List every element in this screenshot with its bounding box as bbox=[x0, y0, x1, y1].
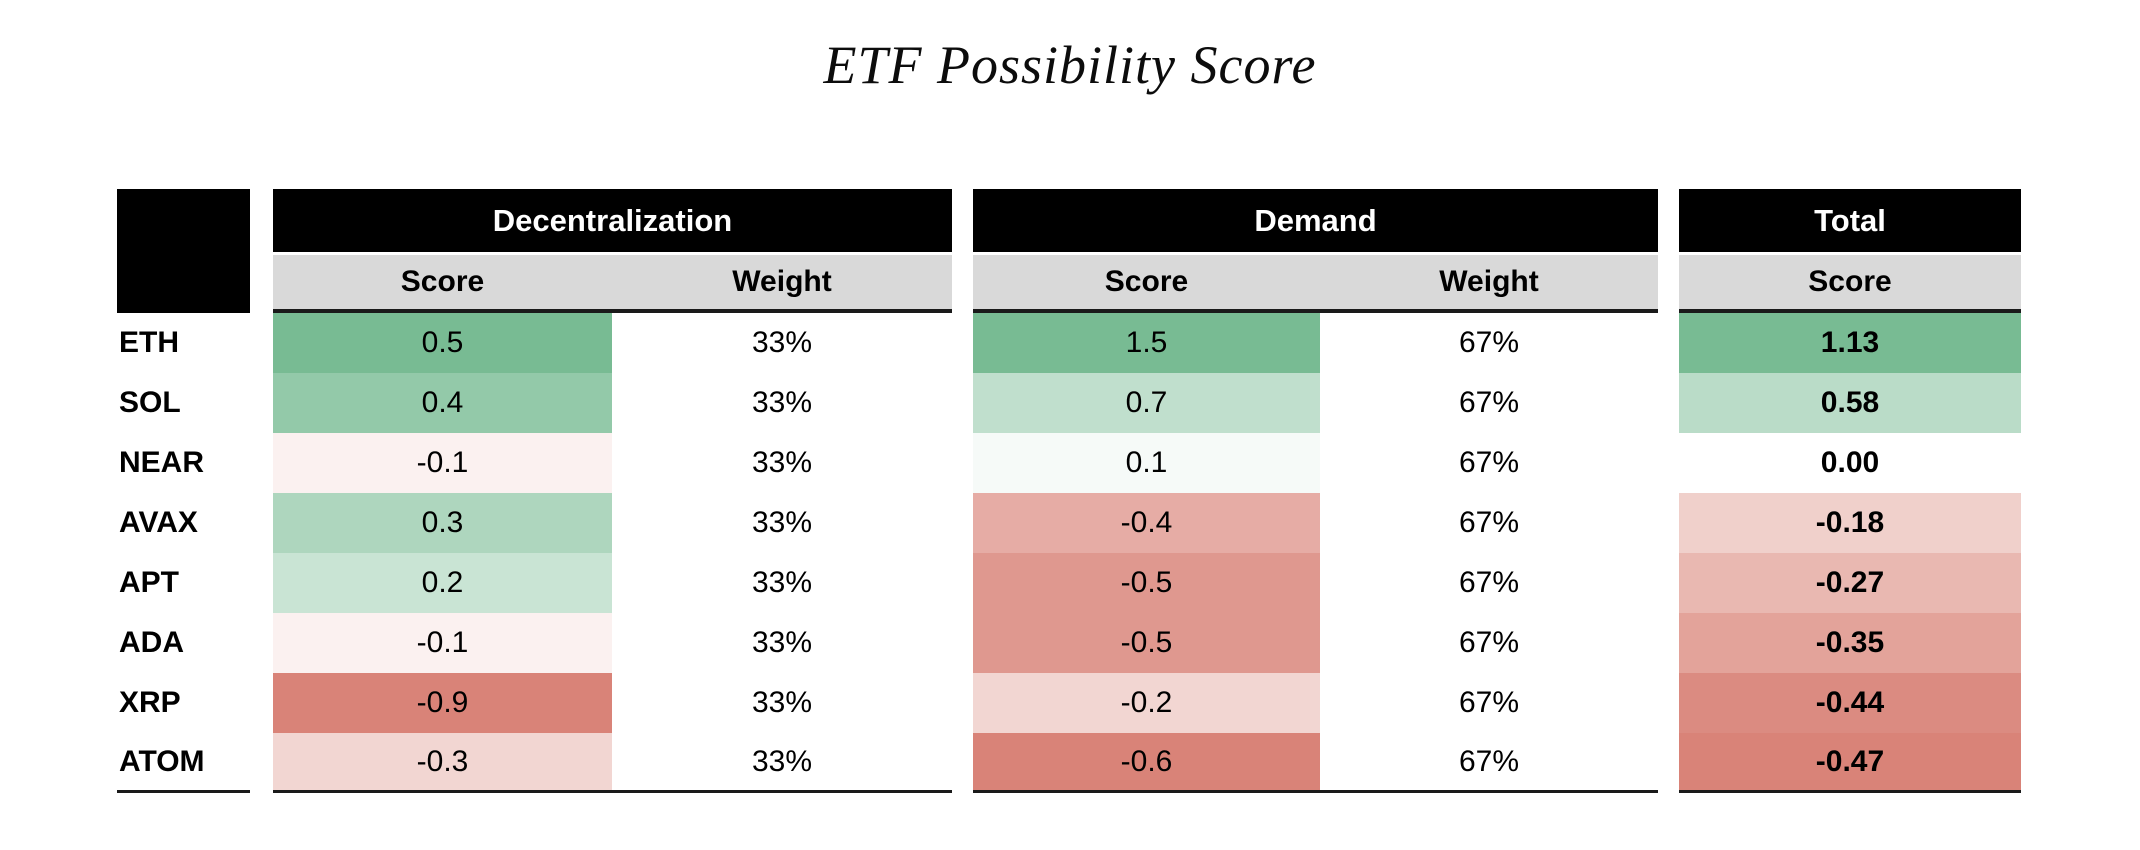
demand-score-cell: 1.5 bbox=[973, 313, 1320, 373]
ticker-cell: ATOM bbox=[117, 733, 250, 793]
decentralization-weight-cell: 33% bbox=[612, 553, 952, 613]
total-score-cell: -0.18 bbox=[1679, 493, 2021, 553]
total-score-cell: 1.13 bbox=[1679, 313, 2021, 373]
demand-weight-cell: 67% bbox=[1320, 733, 1658, 793]
subheader-decentralization-weight: Weight bbox=[612, 252, 952, 313]
demand-weight-cell: 67% bbox=[1320, 553, 1658, 613]
group-header-demand: Demand bbox=[973, 189, 1658, 252]
decentralization-score-cell: 0.5 bbox=[273, 313, 612, 373]
ticker-cell: APT bbox=[117, 553, 250, 613]
decentralization-weight-cell: 33% bbox=[612, 733, 952, 793]
total-score-cell: 0.58 bbox=[1679, 373, 2021, 433]
demand-weight-cell: 67% bbox=[1320, 313, 1658, 373]
decentralization-weight-cell: 33% bbox=[612, 313, 952, 373]
demand-score-cell: 0.7 bbox=[973, 373, 1320, 433]
decentralization-weight-cell: 33% bbox=[612, 373, 952, 433]
total-score-cell: 0.00 bbox=[1679, 433, 2021, 493]
ticker-cell: ETH bbox=[117, 313, 250, 373]
demand-score-cell: -0.5 bbox=[973, 553, 1320, 613]
total-score-cell: -0.47 bbox=[1679, 733, 2021, 793]
demand-score-cell: -0.2 bbox=[973, 673, 1320, 733]
etf-score-table: Decentralization Demand Total Score Weig… bbox=[117, 189, 2021, 793]
decentralization-score-cell: -0.1 bbox=[273, 433, 612, 493]
demand-weight-cell: 67% bbox=[1320, 433, 1658, 493]
subheader-demand-weight: Weight bbox=[1320, 252, 1658, 313]
decentralization-weight-cell: 33% bbox=[612, 433, 952, 493]
group-header-total: Total bbox=[1679, 189, 2021, 252]
decentralization-weight-cell: 33% bbox=[612, 613, 952, 673]
ticker-cell: SOL bbox=[117, 373, 250, 433]
ticker-cell: AVAX bbox=[117, 493, 250, 553]
page-title: ETF Possibility Score bbox=[823, 35, 1317, 95]
decentralization-score-cell: -0.3 bbox=[273, 733, 612, 793]
total-score-cell: -0.44 bbox=[1679, 673, 2021, 733]
corner-box bbox=[117, 189, 250, 313]
decentralization-score-cell: 0.2 bbox=[273, 553, 612, 613]
ticker-cell: XRP bbox=[117, 673, 250, 733]
decentralization-score-cell: -0.9 bbox=[273, 673, 612, 733]
subheader-total-score: Score bbox=[1679, 252, 2021, 313]
demand-weight-cell: 67% bbox=[1320, 673, 1658, 733]
demand-weight-cell: 67% bbox=[1320, 373, 1658, 433]
demand-score-cell: -0.4 bbox=[973, 493, 1320, 553]
demand-weight-cell: 67% bbox=[1320, 493, 1658, 553]
decentralization-score-cell: 0.3 bbox=[273, 493, 612, 553]
decentralization-score-cell: -0.1 bbox=[273, 613, 612, 673]
group-header-decentralization: Decentralization bbox=[273, 189, 952, 252]
ticker-cell: NEAR bbox=[117, 433, 250, 493]
subheader-demand-score: Score bbox=[973, 252, 1320, 313]
decentralization-weight-cell: 33% bbox=[612, 493, 952, 553]
decentralization-weight-cell: 33% bbox=[612, 673, 952, 733]
demand-score-cell: 0.1 bbox=[973, 433, 1320, 493]
subheader-decentralization-score: Score bbox=[273, 252, 612, 313]
demand-score-cell: -0.5 bbox=[973, 613, 1320, 673]
demand-score-cell: -0.6 bbox=[973, 733, 1320, 793]
demand-weight-cell: 67% bbox=[1320, 613, 1658, 673]
decentralization-score-cell: 0.4 bbox=[273, 373, 612, 433]
ticker-cell: ADA bbox=[117, 613, 250, 673]
total-score-cell: -0.35 bbox=[1679, 613, 2021, 673]
total-score-cell: -0.27 bbox=[1679, 553, 2021, 613]
